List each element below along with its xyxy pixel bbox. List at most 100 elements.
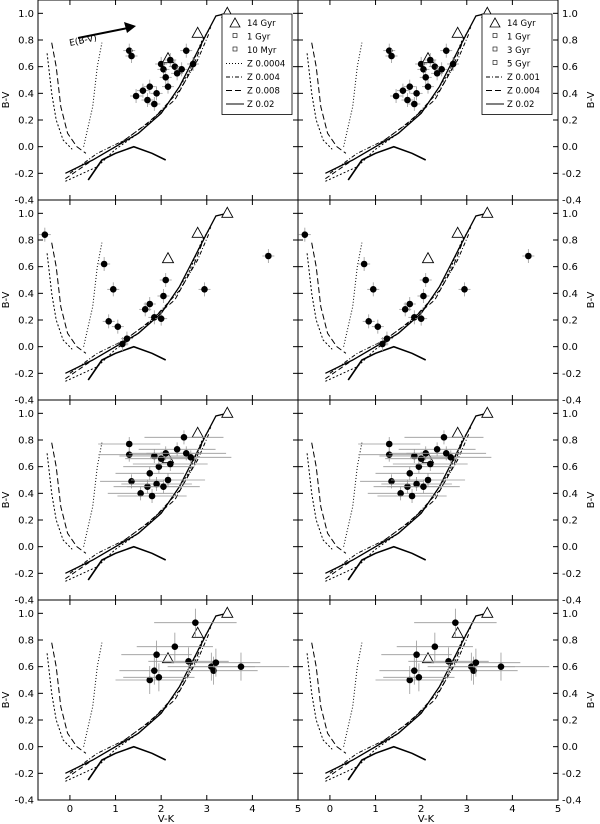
x-tick-label: 5: [295, 804, 301, 815]
model-track: [83, 242, 103, 347]
y-tick-label: -0.4: [562, 796, 582, 807]
y-tick-label: -0.4: [14, 396, 34, 407]
model-track: [325, 12, 488, 174]
y-tick-label: 0.0: [18, 542, 34, 553]
data-point: [415, 674, 423, 681]
model-track: [306, 453, 333, 550]
panel-0-1: -0.4 -0.2 0.0 0.2 0.4 0.6 0.8 1.0 B-V 14 Gyr 1 Gyr…: [297, 0, 597, 207]
age-marker-14gyr: [221, 606, 234, 618]
panel-frame: [37, 399, 299, 601]
model-track: [343, 442, 363, 547]
data-point: [413, 480, 420, 488]
model-track: [83, 642, 103, 747]
model-track: [65, 437, 205, 580]
y-tick-label: 0.8: [562, 636, 578, 647]
model-track: [46, 453, 73, 550]
model-track: [69, 433, 210, 574]
y-tick-label: -0.4: [562, 396, 582, 407]
data-point: [426, 56, 434, 64]
data-point: [173, 70, 181, 77]
y-tick-label: 0.2: [18, 316, 34, 327]
data-point: [100, 260, 108, 268]
data-point: [422, 74, 430, 81]
data-point: [440, 434, 448, 441]
data-point: [119, 340, 126, 348]
data-point: [146, 83, 154, 90]
y-tick-label: -0.4: [14, 196, 34, 207]
model-track: [325, 226, 472, 382]
model-track: [306, 653, 333, 750]
model-track: [65, 637, 205, 780]
y-tick-label: 0.8: [18, 636, 34, 647]
data-point: [125, 451, 133, 458]
data-point: [379, 340, 386, 348]
plot-area: [306, 606, 550, 782]
data-point: [385, 47, 393, 54]
legend-entry: 1 Gyr: [247, 33, 271, 43]
age-marker-14gyr: [481, 206, 494, 218]
y-tick-label: -0.2: [14, 369, 34, 380]
data-point: [426, 460, 434, 468]
y-axis-label: B-V: [586, 291, 597, 308]
age-marker-14gyr: [191, 426, 204, 438]
model-track: [65, 12, 228, 174]
y-tick-label: 1.0: [18, 209, 34, 220]
model-track: [46, 653, 73, 750]
model-track: [325, 26, 472, 182]
data-point: [146, 300, 154, 308]
data-point: [185, 658, 192, 665]
x-tick-label: 2: [418, 804, 424, 815]
model-track: [311, 242, 347, 354]
data-point: [151, 314, 158, 321]
data-point: [406, 300, 414, 308]
y-tick-label: 1.0: [18, 9, 34, 20]
y-tick-label: 0.8: [18, 436, 34, 447]
model-track: [325, 37, 465, 180]
data-point: [180, 434, 188, 441]
x-tick-label: 4: [509, 804, 515, 815]
model-track: [329, 233, 470, 374]
y-tick-label: 0.0: [562, 742, 578, 753]
y-tick-label: 0.2: [562, 516, 578, 527]
data-point: [420, 292, 427, 300]
x-axis-label: V-K: [158, 814, 175, 824]
age-marker-14gyr: [481, 406, 494, 418]
data-point: [146, 676, 154, 684]
reddening-arrowhead-icon: [124, 22, 136, 33]
data-point: [212, 659, 220, 666]
y-axis-label: B-V: [1, 491, 12, 508]
model-track: [325, 637, 465, 780]
y-tick-label: 0.4: [18, 689, 34, 700]
legend-entry: Z 0.02: [507, 100, 534, 110]
age-marker-14gyr: [451, 26, 464, 38]
y-tick-label: 0.8: [562, 36, 578, 47]
model-track: [69, 33, 210, 174]
panel-2-0: -0.4 -0.2 0.0 0.2 0.4 0.6 0.8 1.0 B-V: [1, 399, 299, 607]
data-point: [365, 318, 373, 325]
y-tick-label: -0.2: [14, 569, 34, 580]
legend-square-icon: [232, 33, 238, 38]
legend-square-icon: [492, 33, 498, 38]
y-tick-label: 0.0: [18, 142, 34, 153]
y-tick-label: 0.4: [18, 489, 34, 500]
data-point: [417, 60, 425, 68]
data-point: [155, 674, 163, 681]
data-point: [182, 47, 190, 54]
age-marker-14gyr: [161, 251, 175, 264]
data-point: [265, 252, 272, 260]
legend-entry: Z 0.02: [247, 100, 274, 110]
y-tick-label: -0.2: [562, 569, 582, 580]
legend-entry: Z 0.004: [507, 87, 540, 97]
legend: 14 Gyr 1 Gyr 3 Gyr 5 Gyr Z 0.001 Z 0.004 Z 0.0…: [481, 13, 553, 115]
plot-area: [306, 6, 494, 182]
data-point: [144, 96, 151, 104]
legend-entry: 10 Myr: [247, 46, 277, 56]
data-point: [189, 60, 197, 68]
y-tick-label: 0.4: [562, 489, 578, 500]
age-marker-14gyr: [421, 251, 435, 264]
y-tick-label: 1.0: [18, 409, 34, 420]
data-point: [452, 619, 459, 626]
model-track: [46, 253, 73, 350]
panel-frame: [37, 599, 299, 801]
data-point: [431, 63, 439, 70]
